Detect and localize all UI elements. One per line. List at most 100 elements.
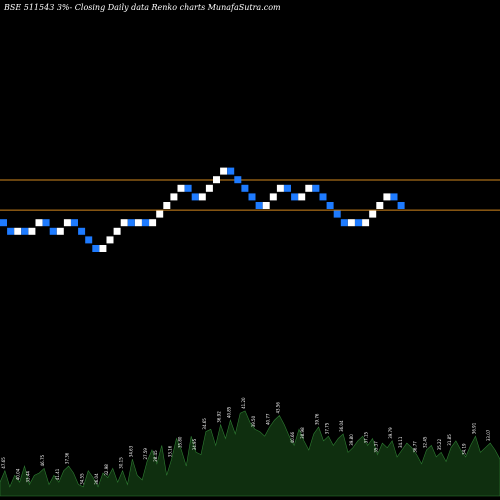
up-brick (99, 245, 107, 252)
volume-label: 35.37 (373, 441, 378, 453)
volume-label: 33.44 (25, 471, 30, 483)
volume-label: 37.15 (364, 431, 369, 443)
volume-label: 35.22 (437, 438, 442, 450)
volume-label: 27.59 (143, 448, 148, 460)
volume-label: 30.15 (119, 457, 124, 469)
volume-labels: 47.65 40.04 33.44 46.75 41.41 37.36 34.55 36.04… (1, 397, 491, 485)
chart-title: BSE 511543 3%- Closing Daily data Renko … (4, 3, 281, 12)
down-brick (241, 184, 249, 192)
volume-label: 36.92 (217, 411, 222, 423)
up-brick (156, 210, 164, 218)
up-brick (369, 210, 377, 218)
volume-label: 34.11 (398, 436, 403, 448)
volume-label: 36.04 (94, 473, 99, 485)
volume-label: 39.50 (251, 415, 256, 427)
up-brick (14, 227, 22, 235)
down-brick (71, 219, 78, 227)
volume-label: 31.85 (447, 434, 452, 446)
down-brick (340, 219, 348, 227)
up-brick (269, 193, 277, 201)
volume-label: 40.66 (290, 431, 295, 443)
down-brick (326, 202, 334, 209)
up-brick (220, 167, 228, 175)
reference-lines (0, 179, 500, 211)
down-brick (397, 202, 405, 209)
down-brick (184, 184, 192, 192)
up-brick (35, 219, 43, 227)
down-brick (191, 193, 199, 201)
down-brick (127, 219, 135, 227)
volume-label: 34.65 (202, 418, 207, 430)
renko-bricks (0, 167, 405, 252)
volume-label: 40.04 (16, 468, 21, 480)
volume-label: 34.55 (79, 473, 84, 485)
up-brick (347, 219, 355, 227)
up-brick (163, 202, 171, 209)
down-brick (92, 245, 100, 252)
volume-label: 43.56 (275, 402, 280, 414)
volume-label: 37.75 (324, 422, 329, 434)
up-brick (198, 193, 206, 201)
up-brick (262, 202, 270, 209)
volume-label: 39.76 (315, 413, 320, 425)
down-brick (0, 219, 7, 227)
up-brick (28, 227, 36, 235)
up-brick (149, 219, 157, 227)
volume-label: 32.98 (104, 464, 109, 476)
up-brick (170, 193, 178, 201)
volume-label: 40.77 (266, 413, 271, 425)
down-brick (85, 236, 93, 244)
volume-label: 40.85 (226, 406, 231, 418)
volume-label: 34.19 (462, 443, 467, 455)
down-brick (390, 193, 398, 201)
down-brick (78, 227, 86, 235)
up-brick (106, 236, 114, 244)
up-brick (298, 193, 306, 201)
volume-label: 39.79 (388, 427, 393, 439)
down-brick (355, 219, 362, 227)
down-brick (227, 167, 235, 175)
up-brick (56, 227, 64, 235)
volume-area (0, 410, 500, 497)
up-brick (213, 176, 220, 184)
up-brick (362, 219, 370, 227)
volume-label: 35.80 (177, 436, 182, 448)
volume-label: 47.65 (1, 457, 6, 469)
volume-label: 34.95 (192, 438, 197, 450)
volume-label: 33.07 (486, 429, 491, 441)
up-brick (63, 219, 71, 227)
up-brick (305, 184, 313, 192)
volume-fill (0, 410, 500, 497)
down-brick (248, 193, 256, 201)
down-brick (234, 176, 242, 184)
volume-label: 37.36 (65, 452, 70, 464)
down-brick (319, 193, 327, 201)
up-brick (276, 184, 284, 192)
up-brick (113, 227, 121, 235)
up-brick (134, 219, 142, 227)
down-brick (42, 219, 50, 227)
up-brick (205, 184, 213, 192)
volume-label: 46.75 (40, 454, 45, 466)
up-brick (383, 193, 391, 201)
volume-label: 36.91 (471, 422, 476, 434)
down-brick (284, 184, 291, 192)
up-brick (120, 219, 128, 227)
down-brick (333, 210, 341, 218)
down-brick (291, 193, 299, 201)
volume-label: 36.77 (413, 441, 418, 453)
down-brick (142, 219, 149, 227)
volume-label: 41.41 (55, 468, 60, 480)
volume-label: 28.45 (153, 450, 158, 462)
volume-label: 32.45 (422, 436, 427, 448)
volume-label: 38.98 (300, 427, 305, 439)
down-brick (312, 184, 320, 192)
down-brick (255, 202, 263, 209)
down-brick (49, 227, 57, 235)
volume-label: 34.63 (128, 445, 133, 457)
down-brick (7, 227, 15, 235)
volume-label: 41.20 (241, 397, 246, 409)
up-brick (376, 202, 384, 209)
